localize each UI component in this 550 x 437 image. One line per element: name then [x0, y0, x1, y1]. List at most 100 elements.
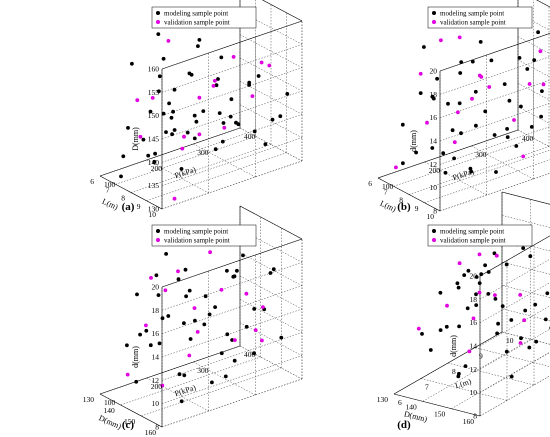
validation-point: [180, 146, 185, 151]
modeling-point: [252, 129, 257, 134]
validation-point: [518, 293, 523, 297]
validation-point: [467, 349, 472, 354]
back-wall-gridline: [161, 90, 303, 140]
z-tick-label: 135: [148, 181, 160, 190]
modeling-point: [521, 246, 526, 250]
z-tick-label: 18: [430, 90, 438, 99]
legend-marker-validation: [156, 20, 160, 24]
modeling-point: [221, 121, 226, 125]
modeling-point: [446, 101, 450, 106]
validation-point: [197, 132, 202, 137]
x-tick-label: 100: [104, 180, 116, 189]
validation-point: [244, 291, 249, 296]
legend-label-modeling: modeling sample point: [164, 228, 228, 236]
modeling-point: [438, 328, 443, 332]
validation-point: [416, 326, 421, 331]
modeling-point: [505, 135, 510, 140]
back-wall-gridline: [161, 355, 303, 404]
modeling-point: [232, 274, 237, 279]
modeling-point: [201, 109, 206, 113]
modeling-point: [183, 267, 188, 272]
modeling-point: [241, 253, 245, 258]
validation-point: [166, 39, 171, 43]
modeling-point: [179, 167, 184, 171]
y-tick-label: 7: [106, 185, 110, 194]
modeling-point: [192, 113, 197, 118]
modeling-point: [182, 373, 187, 378]
modeling-point: [207, 312, 212, 317]
panel-b: 1002003004006789108101214161820P(kPa)L(m…: [368, 0, 550, 221]
modeling-point: [184, 294, 189, 299]
validation-point: [493, 293, 497, 297]
legend-marker-modeling: [432, 229, 436, 233]
z-tick-label: 14: [470, 342, 478, 351]
x-tick-label: 400: [522, 134, 534, 143]
z-tick-label: 20: [152, 283, 160, 292]
modeling-point: [456, 285, 461, 290]
modeling-point: [452, 156, 456, 161]
z-tick-label: 14: [430, 137, 438, 146]
y-tick-label: 10: [427, 212, 435, 221]
validation-point: [439, 38, 443, 43]
y-tick-label: 8: [121, 194, 125, 203]
box-top-edge: [439, 32, 550, 72]
modeling-point: [244, 324, 249, 329]
validation-point: [477, 290, 482, 295]
axis-x-edge: [393, 331, 503, 395]
x-tick-label: 300: [197, 366, 209, 375]
modeling-point: [268, 271, 273, 275]
side-wall-gridline: [517, 83, 550, 101]
modeling-point: [430, 94, 435, 99]
modeling-point: [192, 136, 197, 141]
modeling-point: [229, 97, 234, 102]
modeling-point: [477, 281, 482, 285]
modeling-point: [220, 139, 225, 144]
floor-gridline: [130, 144, 272, 193]
box-top-edge: [501, 191, 550, 205]
modeling-point: [492, 133, 497, 137]
validation-point: [160, 383, 165, 388]
modeling-point: [213, 305, 218, 309]
modeling-point: [473, 89, 478, 94]
modeling-point: [152, 159, 157, 164]
validation-point: [213, 78, 217, 83]
legend-label-modeling: modeling sample point: [440, 228, 504, 236]
box-top-edge: [161, 238, 303, 288]
modeling-point: [154, 273, 159, 278]
modeling-point: [457, 324, 461, 329]
modeling-point: [182, 321, 186, 326]
back-wall-gridline: [479, 258, 550, 300]
z-tick-label: 20: [430, 67, 438, 76]
modeling-point: [466, 268, 471, 273]
x-tick-label: 100: [104, 398, 116, 407]
z-tick-label: 16: [430, 113, 438, 122]
side-wall-gridline: [239, 299, 303, 333]
z-tick-label: 150: [148, 111, 160, 120]
validation-point: [233, 338, 237, 342]
validation-point: [138, 134, 143, 139]
z-tick-label: 10: [152, 399, 160, 408]
modeling-point: [418, 91, 423, 95]
modeling-point: [171, 109, 176, 114]
z-axis-label: D(mm): [131, 127, 140, 151]
z-tick-label: 140: [148, 158, 160, 167]
x-tick-label: 200: [151, 164, 163, 173]
modeling-point: [263, 142, 268, 147]
x-tick-label: 300: [197, 148, 209, 157]
modeling-point: [420, 332, 424, 336]
z-axis-label: d(mm): [449, 335, 458, 357]
modeling-point: [279, 335, 284, 340]
x-tick-label: 9: [479, 352, 483, 361]
modeling-point: [509, 318, 514, 322]
validation-point: [250, 94, 255, 98]
modeling-point: [172, 87, 177, 92]
modeling-point: [252, 351, 256, 356]
y-tick-label: 8: [399, 196, 403, 205]
modeling-point: [169, 115, 174, 120]
axis-x-edge: [377, 129, 519, 179]
modeling-point: [177, 372, 182, 377]
back-wall-gridline: [161, 262, 303, 311]
validation-point: [538, 49, 543, 54]
box-top-edge: [479, 235, 550, 277]
validation-point: [192, 306, 197, 310]
